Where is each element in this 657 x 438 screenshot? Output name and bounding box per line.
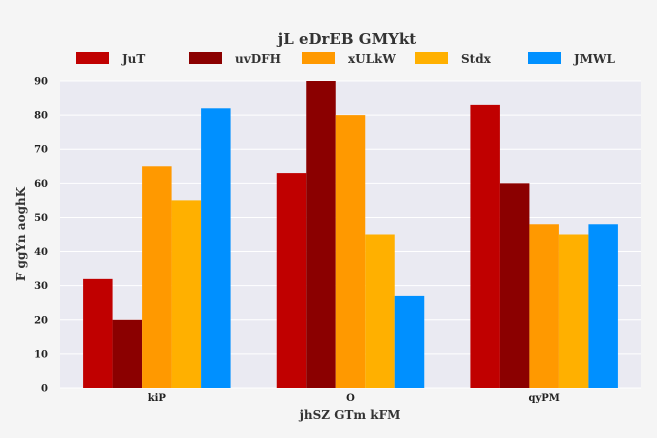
y-tick-label: 80	[34, 111, 48, 122]
x-axis-label: jhSZ GTm kFM	[299, 408, 401, 422]
y-tick-label: 10	[34, 349, 48, 360]
bar-uvDFH-O	[306, 81, 336, 388]
bar-JMWL-O	[395, 296, 425, 388]
y-tick-label: 30	[34, 281, 48, 292]
bar-Stdx-O	[365, 235, 395, 389]
bar-JuT-O	[277, 173, 307, 388]
bar-JMWL-qyPM	[588, 224, 618, 388]
y-axis-ticks: 0 10 20 30 40 50 60 70 80 90	[34, 77, 48, 395]
y-tick-label: 90	[34, 77, 48, 88]
legend-swatch	[76, 52, 109, 64]
legend-label: uvDFH	[235, 52, 281, 66]
legend-swatch	[302, 52, 335, 64]
legend-swatch	[189, 52, 222, 64]
bar-JMWL-kiP	[201, 108, 231, 388]
legend: JuT uvDFH xULkW Stdx JMWL	[76, 52, 615, 66]
x-tick-label: qyPM	[528, 393, 559, 404]
y-tick-label: 0	[41, 384, 48, 395]
bar-JuT-kiP	[83, 279, 113, 388]
y-tick-label: 70	[34, 145, 48, 156]
bar-xULkW-qyPM	[529, 224, 559, 388]
bar-xULkW-O	[336, 115, 366, 388]
bar-Stdx-kiP	[172, 200, 202, 388]
bar-uvDFH-qyPM	[500, 183, 529, 388]
y-axis-label: F ggYn aoghK	[14, 186, 28, 281]
legend-label: JuT	[121, 52, 145, 66]
x-tick-label: kiP	[148, 393, 167, 404]
y-tick-label: 40	[34, 247, 48, 258]
y-tick-label: 50	[34, 213, 48, 224]
x-tick-label: O	[346, 393, 355, 404]
legend-swatch	[528, 52, 561, 64]
legend-label: Stdx	[461, 52, 492, 66]
bar-Stdx-qyPM	[559, 235, 589, 389]
legend-swatch	[415, 52, 448, 64]
y-tick-label: 20	[34, 315, 48, 326]
legend-label: xULkW	[348, 52, 396, 66]
bar-JuT-qyPM	[470, 105, 500, 388]
bar-uvDFH-kiP	[113, 320, 143, 388]
y-tick-label: 60	[34, 179, 48, 190]
chart-title: jL eDrEB GMYkt	[276, 30, 416, 48]
legend-label: JMWL	[573, 52, 615, 66]
bar-xULkW-kiP	[142, 166, 172, 388]
